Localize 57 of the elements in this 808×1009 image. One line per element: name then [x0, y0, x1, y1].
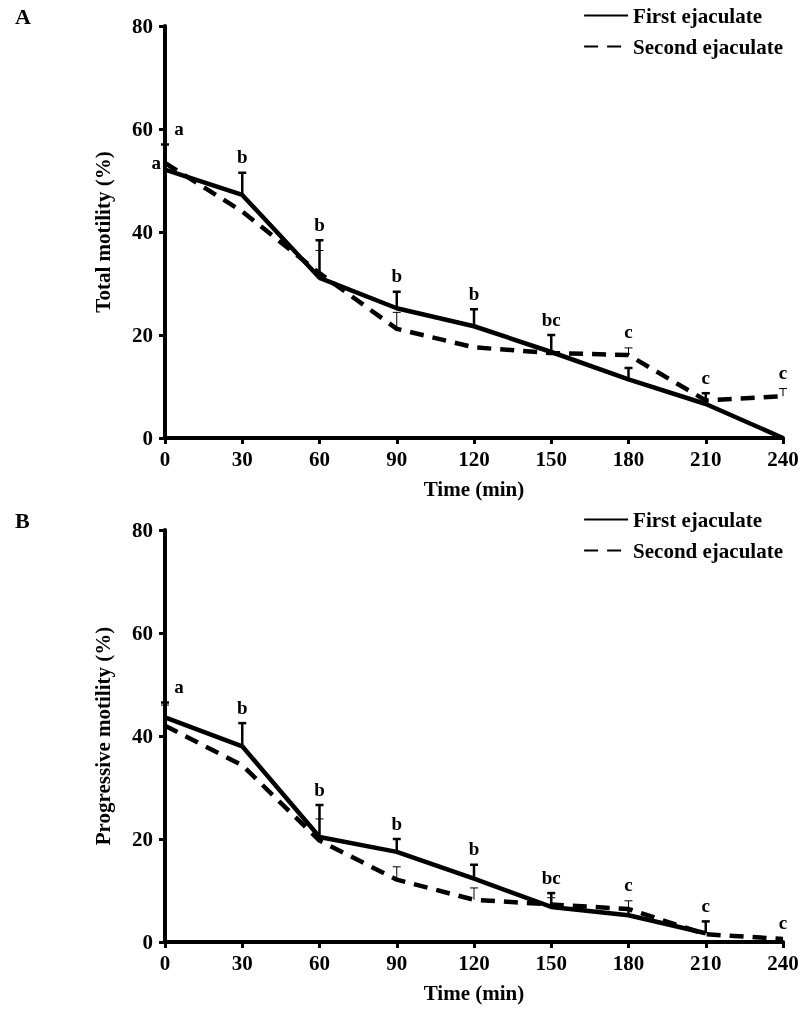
legend-label: Second ejaculate — [633, 34, 784, 59]
annotation: bc — [541, 866, 561, 888]
annotation: b — [314, 778, 325, 800]
y-tick-label: 80 — [132, 14, 153, 38]
x-tick-label: 150 — [535, 446, 567, 471]
x-tick-label: 150 — [535, 950, 567, 975]
x-tick-label: 90 — [386, 446, 408, 471]
x-tick-label: 30 — [231, 950, 253, 975]
annotation: b — [314, 213, 325, 235]
annotation: b — [468, 282, 480, 304]
y-tick-label: 40 — [132, 220, 153, 244]
x-tick-label: 90 — [386, 950, 408, 975]
x-tick-label: 30 — [231, 446, 253, 471]
annotation: c — [624, 874, 633, 896]
y-tick-label: 80 — [132, 518, 153, 542]
x-axis-title: Time (min) — [423, 476, 525, 501]
legend-label: First ejaculate — [633, 507, 762, 532]
x-tick-label: 240 — [767, 950, 799, 975]
x-tick-label: 180 — [612, 950, 645, 975]
y-tick-label: 60 — [132, 621, 153, 645]
y-axis-title: Progressive motility (%) — [90, 626, 115, 846]
x-tick-label: 0 — [159, 446, 171, 471]
x-tick-label: 120 — [458, 950, 490, 975]
x-tick-label: 60 — [309, 950, 330, 975]
x-tick-label: 210 — [690, 950, 722, 975]
y-tick-label: 60 — [132, 117, 153, 141]
annotation: b — [468, 838, 480, 860]
annotation: b — [391, 265, 403, 287]
legend-label: Second ejaculate — [633, 538, 784, 563]
y-tick-label: 40 — [132, 724, 153, 748]
y-tick-label: 0 — [142, 930, 153, 954]
y-tick-label: 20 — [132, 323, 153, 347]
annotation: c — [701, 366, 710, 388]
annotation: b — [391, 812, 403, 834]
x-tick-label: 60 — [309, 446, 330, 471]
y-tick-label: 0 — [142, 426, 153, 450]
y-tick-label: 20 — [132, 827, 153, 851]
annotation: c — [778, 362, 788, 384]
annotation: b — [236, 696, 248, 718]
legend-label: First ejaculate — [633, 3, 762, 28]
annotation: c — [624, 321, 633, 343]
x-axis-title: Time (min) — [423, 980, 525, 1005]
x-tick-label: 0 — [159, 950, 171, 975]
annotation: a — [174, 117, 185, 139]
x-tick-label: 120 — [458, 446, 490, 471]
x-tick-label: 180 — [612, 446, 645, 471]
chart-title: A — [15, 3, 31, 29]
annotation: a — [151, 152, 162, 174]
y-axis-title: Total motility (%) — [90, 151, 115, 313]
chart-title: B — [15, 507, 30, 533]
annotation: c — [778, 912, 788, 934]
annotation: bc — [541, 308, 561, 330]
x-tick-label: 210 — [690, 446, 722, 471]
annotation: a — [174, 676, 185, 698]
annotation: c — [701, 894, 710, 916]
annotation: b — [236, 146, 248, 168]
x-tick-label: 240 — [767, 446, 799, 471]
